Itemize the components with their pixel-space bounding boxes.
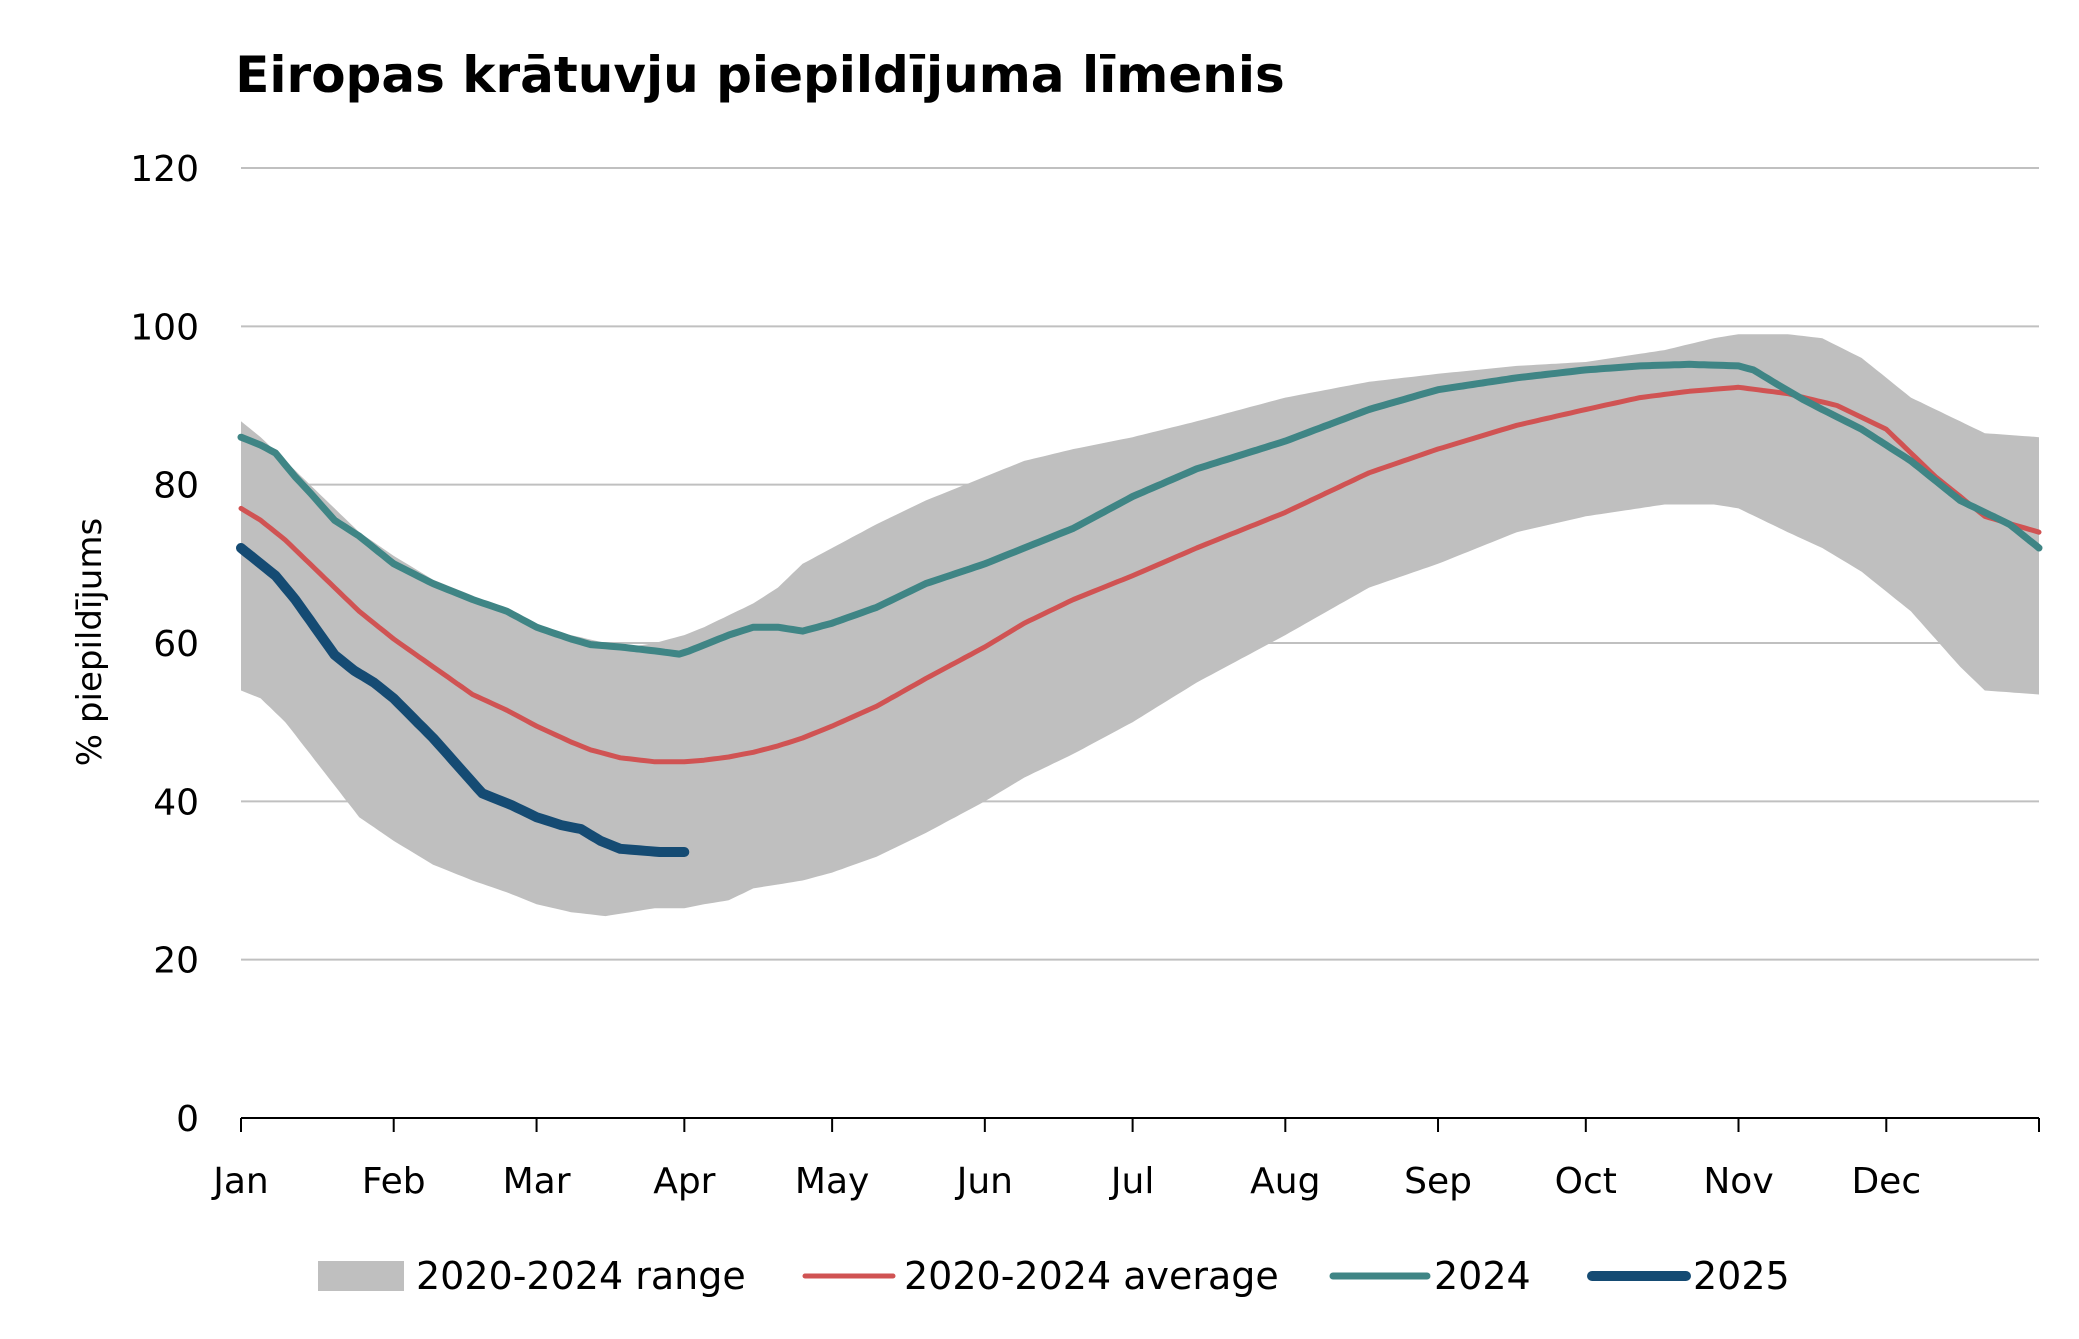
y-axis-label: % piepildījums	[70, 518, 110, 766]
x-tick-label-sep: Sep	[1404, 1161, 1472, 1202]
x-tick-label-jun: Jun	[955, 1161, 1013, 1202]
y-tick-label-100: 100	[130, 307, 199, 348]
x-tick-label-jan: Jan	[211, 1161, 269, 1202]
y-tick-label-0: 0	[176, 1099, 199, 1140]
x-tick-label-oct: Oct	[1555, 1161, 1617, 1202]
y-tick-label-80: 80	[153, 466, 199, 507]
legend: 2020-2024 range 2020-2024 average 2024 2025	[318, 1254, 1790, 1298]
x-tick-label-dec: Dec	[1851, 1161, 1921, 1202]
x-tick-label-aug: Aug	[1250, 1161, 1320, 1202]
y-tick-label-60: 60	[153, 624, 199, 665]
x-tick-label-jul: Jul	[1109, 1161, 1154, 1202]
y-tick-label-40: 40	[153, 782, 199, 823]
series-line-2025	[236, 543, 690, 857]
series-line-2020-2024-average	[238, 384, 2042, 765]
legend-swatch-2020-2024-range	[318, 1261, 404, 1291]
y-tick-label-120: 120	[130, 149, 199, 190]
legend-label-2020-2024-average: 2020-2024 average	[904, 1254, 1279, 1298]
x-tick-label-apr: Apr	[653, 1161, 715, 1202]
x-tick-label-nov: Nov	[1703, 1161, 1773, 1202]
y-tick-label-20: 20	[153, 941, 199, 982]
axes: Jan Feb Mar Apr May Jun Jul Aug Sep Oct Nov Dec	[211, 1117, 2040, 1202]
range-band-2020-2024	[241, 334, 2039, 917]
series-line-2024	[237, 360, 2043, 658]
chart-title: Eiropas krātuvju piepildījuma līmenis	[235, 46, 1285, 104]
x-tick-label-may: May	[795, 1161, 869, 1202]
legend-label-2024: 2024	[1434, 1254, 1531, 1298]
x-tick-label-feb: Feb	[362, 1161, 426, 1202]
x-tick-label-mar: Mar	[503, 1161, 571, 1202]
legend-label-2025: 2025	[1693, 1254, 1790, 1298]
range-band-layer	[241, 334, 2039, 917]
series-layer	[236, 360, 2043, 857]
legend-label-2020-2024-range: 2020-2024 range	[416, 1254, 746, 1298]
